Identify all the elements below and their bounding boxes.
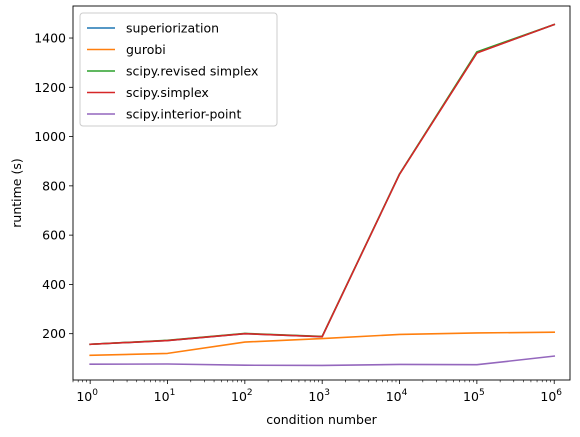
legend-box: [79, 12, 278, 127]
x-tick-base: 10: [154, 389, 170, 404]
x-tick-label-3: 103: [308, 388, 330, 404]
x-tick-label-5: 105: [463, 388, 485, 404]
series-line-3: [89, 23, 556, 346]
x-tick-label-1: 101: [154, 388, 176, 404]
y-axis-label: runtime (s): [9, 158, 24, 227]
x-tick-base: 10: [463, 389, 479, 404]
x-tick-base: 10: [540, 389, 556, 404]
y-tick-label-1: 400: [42, 277, 66, 292]
x-tick-label-0: 100: [76, 388, 98, 404]
axes-frame: [72, 5, 571, 381]
x-tick-exponent: 5: [479, 388, 485, 398]
x-tick-exponent: 1: [170, 388, 176, 398]
legend: superiorization gurobi scipy.revised simpl…: [79, 12, 278, 127]
legend-label-2: scipy.revised simplex: [126, 64, 258, 79]
series-line-4: [89, 355, 556, 367]
x-tick-exponent: 3: [324, 388, 330, 398]
x-tick-label-4: 104: [386, 388, 408, 404]
x-tick-base: 10: [308, 389, 324, 404]
x-tick-base: 10: [386, 389, 402, 404]
x-tick-label-2: 102: [231, 388, 253, 404]
y-ticks: 200 400 600 800 1000 1200 1400: [34, 31, 73, 341]
x-tick-exponent: 4: [402, 388, 408, 398]
x-tick-base: 10: [231, 389, 247, 404]
x-tick-exponent: 0: [92, 388, 98, 398]
y-tick-label-5: 1200: [34, 80, 66, 95]
x-tick-exponent: 6: [556, 388, 562, 398]
legend-label-4: scipy.interior-point: [126, 107, 241, 122]
y-tick-label-6: 1400: [34, 31, 66, 46]
x-tick-exponent: 2: [247, 388, 253, 398]
series-layer: [89, 23, 556, 367]
legend-label-3: scipy.simplex: [126, 85, 209, 100]
y-tick-label-2: 600: [42, 228, 66, 243]
y-tick-label-4: 1000: [34, 129, 66, 144]
x-ticks: 100 101 102 103 104 105 106: [72, 380, 562, 404]
series-line-1: [89, 331, 556, 357]
x-axis-label: condition number: [266, 412, 377, 427]
legend-label-0: superiorization: [126, 21, 219, 36]
legend-label-1: gurobi: [126, 42, 166, 57]
x-tick-label-6: 106: [540, 388, 562, 404]
x-tick-base: 10: [76, 389, 92, 404]
y-tick-label-0: 200: [42, 326, 66, 341]
y-tick-label-3: 800: [42, 178, 66, 193]
